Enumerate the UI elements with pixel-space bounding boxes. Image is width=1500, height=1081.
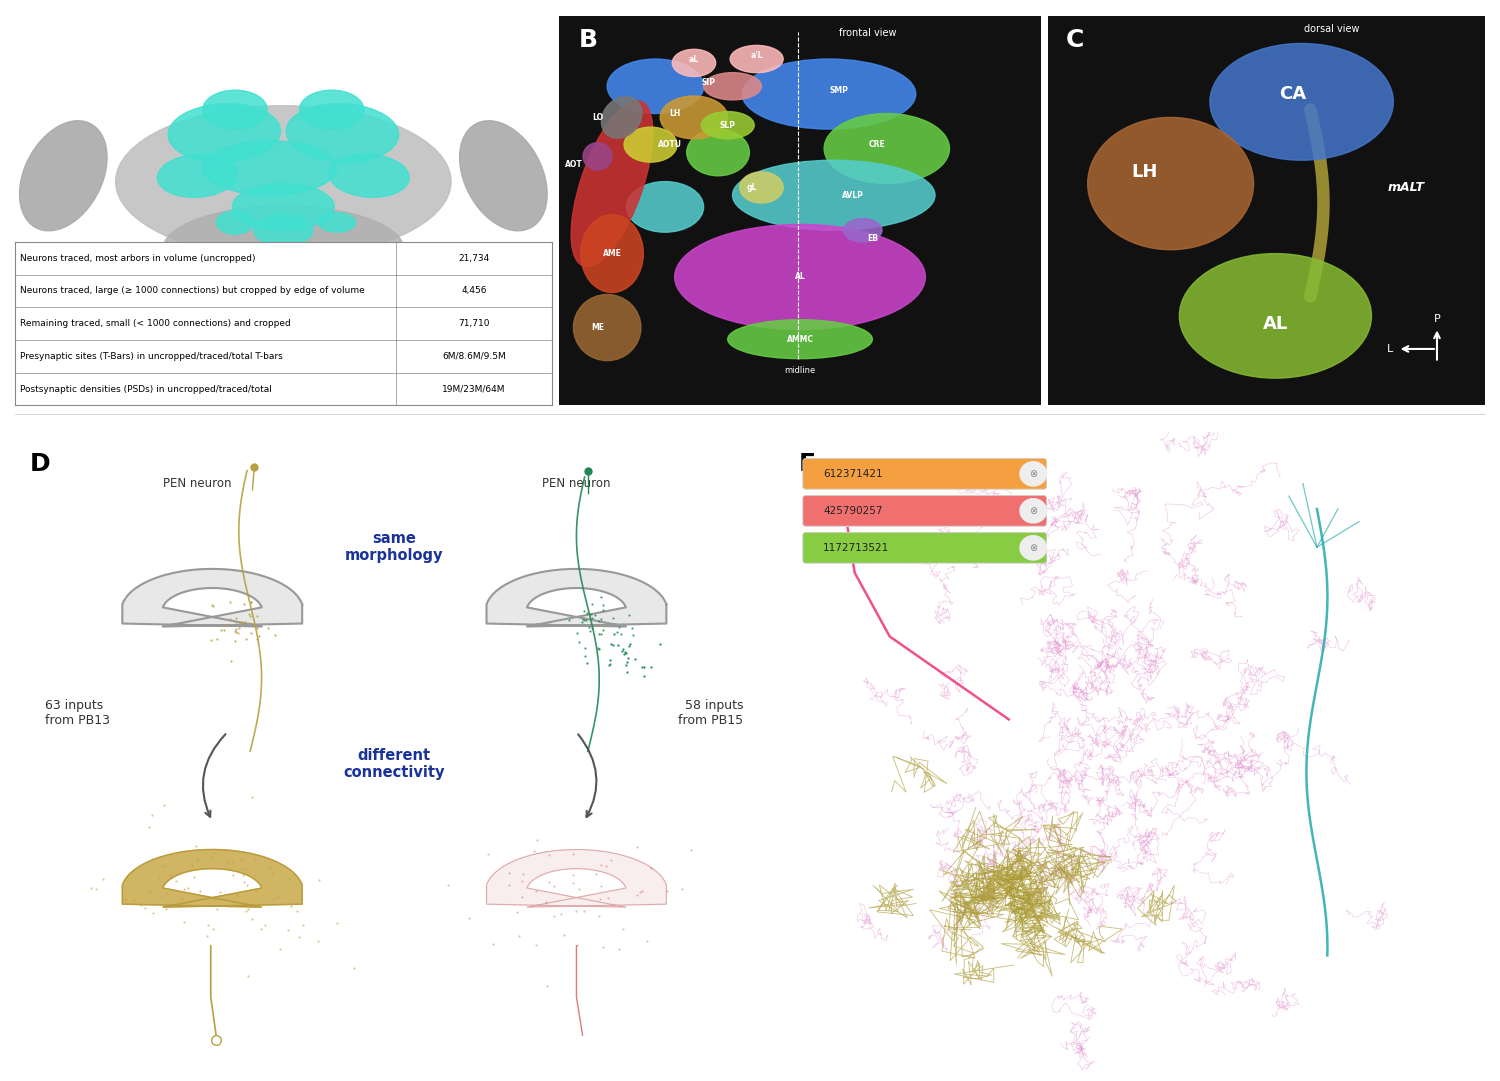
Text: CRE: CRE <box>868 141 885 149</box>
Text: LO: LO <box>592 112 603 122</box>
Ellipse shape <box>700 111 754 138</box>
Ellipse shape <box>1088 118 1254 250</box>
Ellipse shape <box>824 114 950 184</box>
Ellipse shape <box>584 143 612 170</box>
Ellipse shape <box>704 72 762 99</box>
Text: CA: CA <box>1280 85 1306 103</box>
Text: a'L: a'L <box>750 51 764 59</box>
Ellipse shape <box>624 128 676 162</box>
Text: B: B <box>579 28 597 52</box>
Text: ⊗: ⊗ <box>1029 469 1038 479</box>
Text: AME: AME <box>603 249 621 258</box>
Text: gL: gL <box>747 183 758 192</box>
Ellipse shape <box>602 96 642 138</box>
Text: LH: LH <box>669 109 681 118</box>
Text: 612371421: 612371421 <box>824 469 884 479</box>
Text: P: P <box>1434 313 1440 323</box>
Ellipse shape <box>687 129 750 176</box>
Polygon shape <box>123 850 302 907</box>
Ellipse shape <box>572 101 652 267</box>
Ellipse shape <box>300 90 364 129</box>
FancyBboxPatch shape <box>802 495 1047 526</box>
Ellipse shape <box>728 320 873 359</box>
Ellipse shape <box>660 96 728 138</box>
FancyBboxPatch shape <box>802 458 1047 490</box>
Text: ME: ME <box>591 323 604 332</box>
Text: 425790257: 425790257 <box>824 506 882 516</box>
Ellipse shape <box>202 141 338 196</box>
Text: midline: midline <box>784 366 816 375</box>
Text: AOTU: AOTU <box>658 141 682 149</box>
Circle shape <box>1020 498 1047 523</box>
Text: ⊗: ⊗ <box>1029 506 1038 516</box>
Ellipse shape <box>216 211 254 235</box>
Ellipse shape <box>1179 254 1371 378</box>
Ellipse shape <box>249 294 276 313</box>
Text: frontal view: frontal view <box>839 28 897 38</box>
Ellipse shape <box>740 172 783 203</box>
Text: 63 inputs
from PB13: 63 inputs from PB13 <box>45 699 111 728</box>
Ellipse shape <box>116 106 451 257</box>
Ellipse shape <box>232 184 334 230</box>
FancyBboxPatch shape <box>802 533 1047 563</box>
Text: AMMC: AMMC <box>786 335 813 344</box>
Text: AL: AL <box>1263 315 1288 333</box>
Text: SIP: SIP <box>702 78 715 86</box>
Ellipse shape <box>730 45 783 72</box>
Polygon shape <box>486 569 666 627</box>
Text: PEN neuron: PEN neuron <box>542 477 610 490</box>
Text: C: C <box>1066 28 1084 52</box>
Circle shape <box>1020 536 1047 560</box>
Text: different
connectivity: different connectivity <box>344 748 446 780</box>
Ellipse shape <box>162 205 404 293</box>
Text: PEN neuron: PEN neuron <box>164 477 231 490</box>
Text: ⊗: ⊗ <box>1029 543 1038 552</box>
Text: SMP: SMP <box>830 85 848 95</box>
Ellipse shape <box>675 225 926 330</box>
Text: AL: AL <box>795 272 806 281</box>
Ellipse shape <box>202 90 267 129</box>
Circle shape <box>1020 462 1047 486</box>
Ellipse shape <box>328 155 410 198</box>
Text: LH: LH <box>1131 163 1158 181</box>
Text: 58 inputs
from PB15: 58 inputs from PB15 <box>678 699 744 728</box>
Text: SLP: SLP <box>720 121 735 130</box>
Ellipse shape <box>573 294 640 361</box>
Ellipse shape <box>254 215 314 245</box>
Text: 1172713521: 1172713521 <box>824 543 890 552</box>
Ellipse shape <box>608 59 703 114</box>
Ellipse shape <box>286 104 399 162</box>
Ellipse shape <box>158 155 237 198</box>
Text: dorsal view: dorsal view <box>1305 24 1360 34</box>
Text: AOT: AOT <box>564 160 582 169</box>
Text: E: E <box>798 452 816 476</box>
Ellipse shape <box>672 50 716 77</box>
Ellipse shape <box>168 104 280 162</box>
Text: mALT: mALT <box>1388 181 1425 193</box>
Text: D: D <box>30 452 51 476</box>
Ellipse shape <box>732 160 934 230</box>
Ellipse shape <box>291 296 318 312</box>
Ellipse shape <box>627 182 704 232</box>
Polygon shape <box>486 850 666 907</box>
Text: aL: aL <box>688 54 699 64</box>
Ellipse shape <box>580 215 644 293</box>
Ellipse shape <box>318 213 356 232</box>
Ellipse shape <box>20 121 106 231</box>
Text: AVLP: AVLP <box>842 190 864 200</box>
Ellipse shape <box>256 259 310 286</box>
Polygon shape <box>123 569 302 627</box>
Text: L: L <box>1388 344 1394 353</box>
Ellipse shape <box>1210 43 1394 160</box>
Ellipse shape <box>843 218 882 242</box>
Ellipse shape <box>459 121 548 231</box>
Ellipse shape <box>742 59 915 129</box>
Text: same
morphology: same morphology <box>345 531 444 563</box>
Text: EB: EB <box>867 233 877 242</box>
